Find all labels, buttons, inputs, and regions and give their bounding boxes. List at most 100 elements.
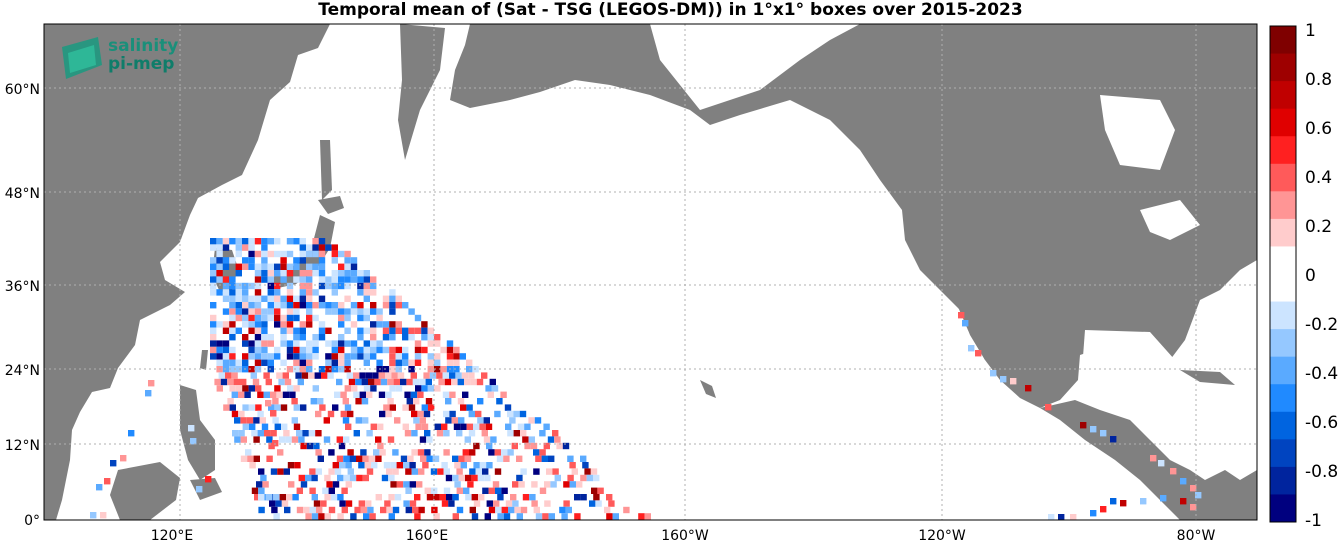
cbar-tick: 1 <box>1305 21 1316 41</box>
salinity-cell <box>294 462 301 469</box>
salinity-cell <box>516 474 523 482</box>
salinity-cell <box>248 346 255 354</box>
salinity-cell <box>235 244 242 251</box>
salinity-cell <box>240 378 247 386</box>
salinity-cell <box>246 417 254 424</box>
salinity-cell <box>293 346 300 354</box>
salinity-cell <box>254 346 262 354</box>
salinity-cell <box>280 340 287 347</box>
salinity-cell <box>340 410 347 418</box>
salinity-cell <box>344 314 351 322</box>
salinity-cell <box>386 468 393 475</box>
salinity-cell <box>326 481 333 488</box>
cbar-tick: 0.6 <box>1305 119 1332 139</box>
salinity-cell <box>240 455 248 462</box>
salinity-cell <box>383 462 391 469</box>
salinity-cell <box>524 442 531 450</box>
salinity-cell <box>405 468 412 475</box>
salinity-cell <box>443 487 451 494</box>
salinity-cell <box>368 378 375 386</box>
salinity-cell <box>413 398 420 405</box>
salinity-cell <box>1150 455 1157 462</box>
salinity-cell <box>975 350 982 357</box>
salinity-cell <box>388 474 395 482</box>
salinity-cell <box>242 289 249 296</box>
salinity-cell <box>254 327 262 334</box>
salinity-cell <box>299 244 306 251</box>
salinity-cell <box>516 455 523 462</box>
salinity-cell <box>312 289 319 296</box>
salinity-cell <box>362 455 369 462</box>
salinity-cell <box>299 334 306 341</box>
salinity-cell <box>421 346 428 354</box>
salinity-cell <box>222 282 230 290</box>
salinity-cell <box>562 442 570 450</box>
salinity-cell <box>400 455 408 462</box>
salinity-cell <box>306 250 313 258</box>
salinity-cell <box>389 404 396 411</box>
salinity-cell <box>257 391 264 398</box>
salinity-cell <box>359 391 366 398</box>
salinity-cell <box>238 430 245 437</box>
salinity-cell <box>402 327 409 334</box>
salinity-cell <box>280 404 288 411</box>
salinity-cell <box>216 321 223 328</box>
salinity-cell <box>357 270 364 277</box>
salinity-cell <box>1045 404 1052 411</box>
salinity-cell <box>486 442 493 450</box>
salinity-cell <box>293 334 300 341</box>
salinity-cell <box>413 417 420 424</box>
salinity-cell <box>302 430 309 437</box>
salinity-cell <box>306 308 313 315</box>
salinity-cell <box>210 289 217 296</box>
salinity-cell <box>484 474 491 482</box>
salinity-cell <box>293 257 300 264</box>
salinity-cell <box>1025 385 1032 392</box>
salinity-cell <box>254 289 262 296</box>
map-title: Temporal mean of (Sat - TSG (LEGOS-DM)) … <box>318 0 1023 20</box>
salinity-cell <box>520 506 528 514</box>
salinity-cell <box>267 308 274 315</box>
salinity-cell <box>408 308 415 315</box>
salinity-cell <box>567 474 574 482</box>
salinity-cell <box>377 442 384 450</box>
salinity-cell <box>274 238 281 245</box>
cbar-tick: 0 <box>1305 266 1316 286</box>
salinity-cell <box>235 270 242 277</box>
sulawesi-land <box>190 478 222 500</box>
salinity-cell <box>415 385 422 392</box>
salinity-cell <box>235 366 242 373</box>
salinity-cell <box>456 468 463 475</box>
salinity-cell <box>238 410 245 418</box>
salinity-cell <box>233 378 240 386</box>
salinity-cell <box>286 314 294 322</box>
salinity-cell <box>427 385 435 392</box>
salinity-cell <box>312 244 319 251</box>
salinity-cell <box>225 372 232 379</box>
salinity-cell <box>331 346 338 354</box>
salinity-cell <box>267 302 274 309</box>
salinity-cell <box>453 359 460 366</box>
salinity-cell <box>460 423 467 430</box>
salinity-cell <box>358 500 365 507</box>
salinity-cell <box>456 506 464 514</box>
salinity-cell <box>1070 514 1077 521</box>
salinity-cell <box>387 436 395 443</box>
salinity-cell <box>336 455 344 462</box>
salinity-cell <box>357 327 364 334</box>
salinity-cell <box>305 474 312 482</box>
salinity-cell <box>443 449 450 456</box>
taiwan-land <box>200 350 208 370</box>
salinity-cell <box>466 404 473 411</box>
salinity-cell <box>481 372 488 379</box>
salinity-cell <box>361 378 368 386</box>
salinity-cell <box>104 478 111 485</box>
salinity-cell <box>402 346 409 354</box>
salinity-cell <box>548 513 555 520</box>
salinity-cell <box>344 276 351 283</box>
salinity-cell <box>231 410 239 418</box>
salinity-cell <box>311 513 319 520</box>
salinity-cell <box>1140 498 1147 505</box>
salinity-cell <box>254 276 262 283</box>
salinity-cell <box>338 308 345 315</box>
